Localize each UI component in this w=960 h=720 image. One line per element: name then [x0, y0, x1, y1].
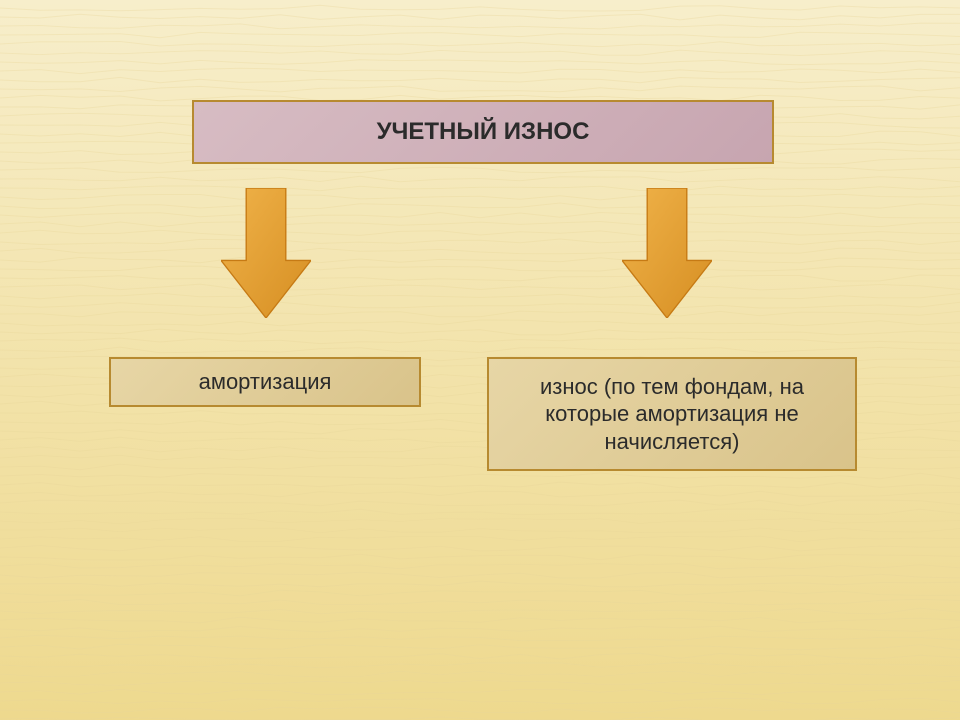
right-box-text: износ (по тем фондам, на которые амортиз…	[499, 373, 845, 456]
right-box: износ (по тем фондам, на которые амортиз…	[487, 357, 857, 471]
title-text: УЧЕТНЫЙ ИЗНОС	[377, 117, 590, 147]
left-box: амортизация	[109, 357, 421, 407]
title-box: УЧЕТНЫЙ ИЗНОС	[192, 100, 774, 164]
slide: УЧЕТНЫЙ ИЗНОС амортизация износ (по тем …	[0, 0, 960, 720]
arrow-down-right-icon	[622, 188, 712, 318]
left-box-text: амортизация	[199, 368, 332, 396]
arrow-down-left-icon	[221, 188, 311, 318]
